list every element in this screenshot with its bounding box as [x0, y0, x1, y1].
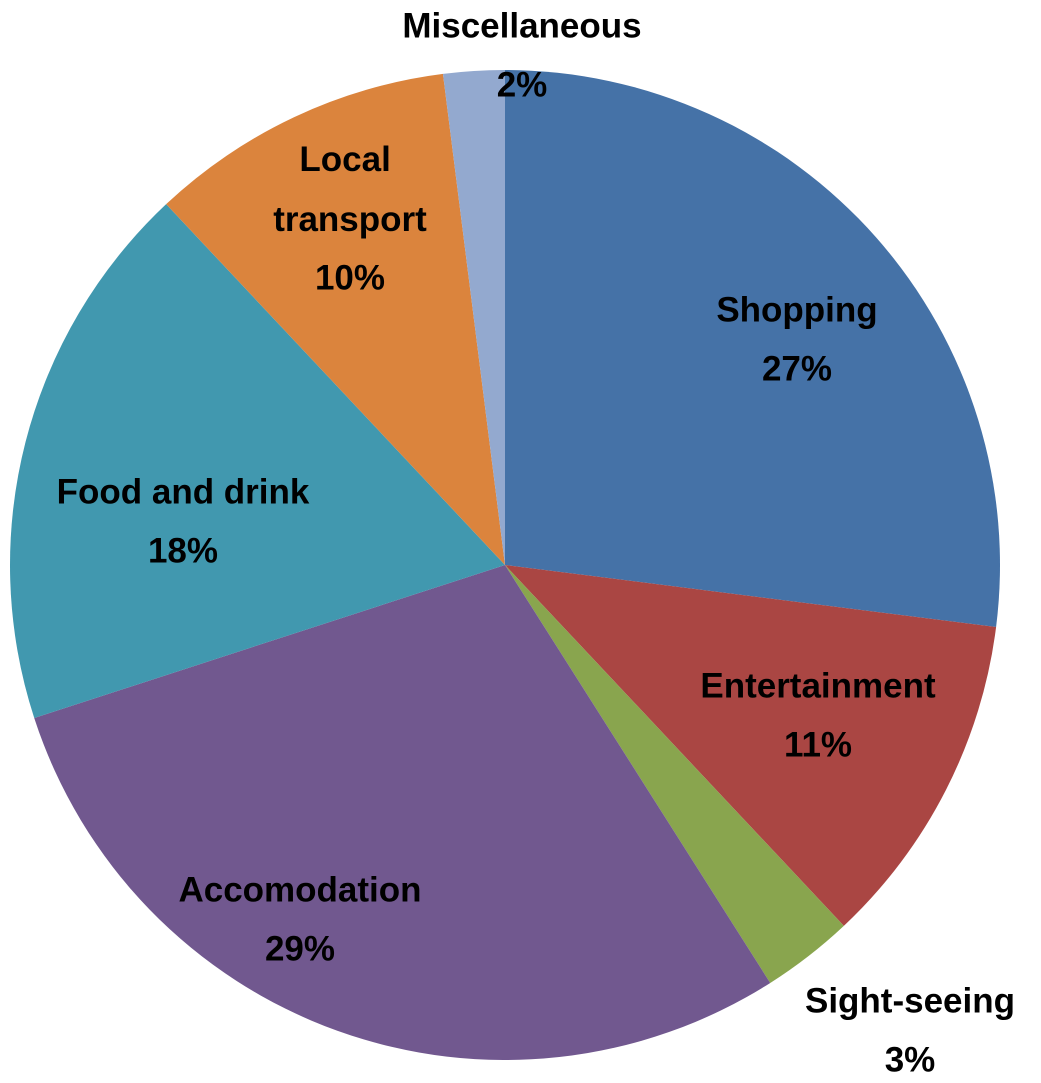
- slice-label: Accomodation: [178, 870, 421, 909]
- slice-label: Local transport: [273, 140, 427, 239]
- value-label: 11%: [784, 725, 852, 764]
- slice-label: Sight-seeing: [805, 981, 1015, 1020]
- pie-slice: [442, 70, 505, 565]
- pie-slice: [505, 565, 997, 926]
- pie-slice: [505, 70, 1001, 628]
- pie-slice: [10, 204, 506, 718]
- pie-slice: [34, 565, 771, 1060]
- pie-slice: [505, 565, 844, 983]
- value-label: 3%: [885, 1040, 936, 1079]
- value-label: 27%: [762, 349, 832, 388]
- slice-label: Food and drink: [57, 472, 310, 511]
- slice-label: Shopping: [716, 290, 877, 329]
- value-label: 29%: [265, 929, 335, 968]
- value-label: 18%: [148, 531, 218, 570]
- value-label: 2%: [497, 65, 548, 104]
- slice-label: Entertainment: [700, 666, 936, 705]
- pie-slice: [166, 73, 506, 565]
- slice-label: Miscellaneous: [402, 6, 641, 45]
- value-label: 10%: [315, 258, 385, 297]
